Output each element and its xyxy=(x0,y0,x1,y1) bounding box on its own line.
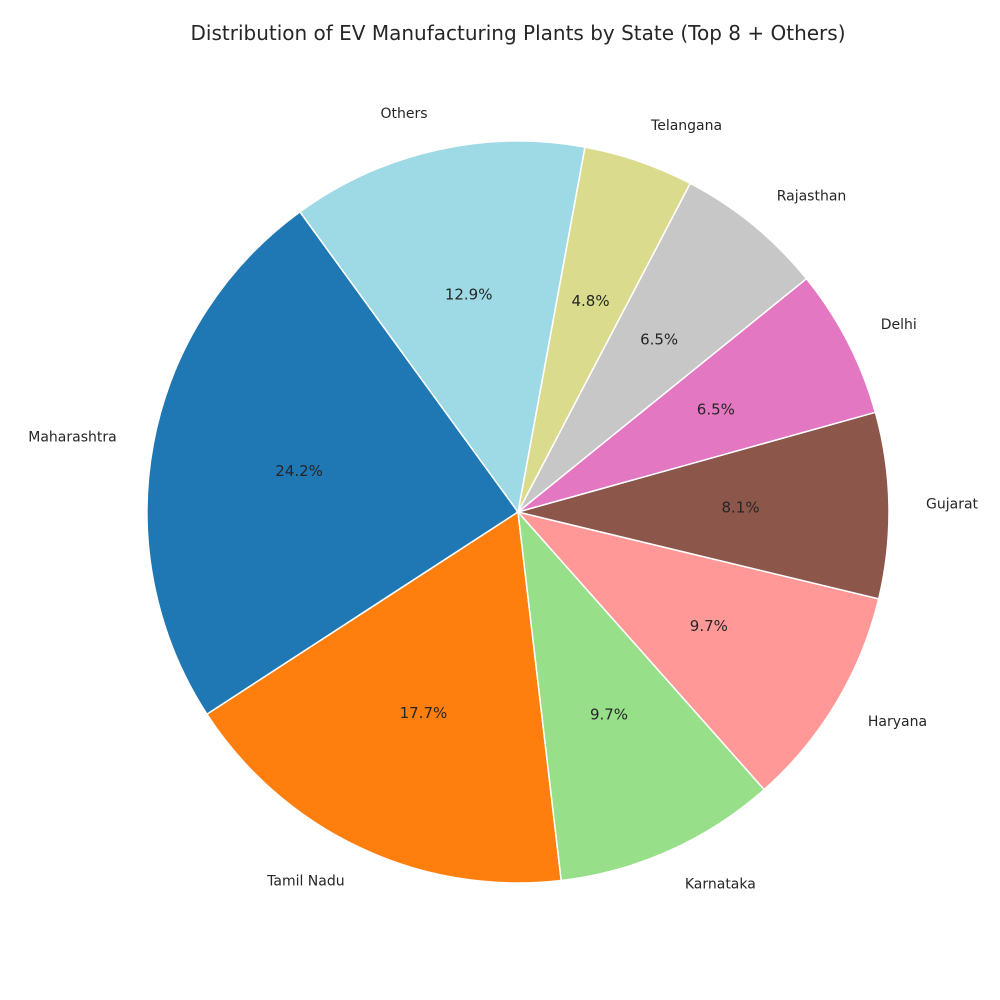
slice-label-rajasthan: Rajasthan xyxy=(777,188,847,204)
slice-percent-karnataka: 9.7% xyxy=(590,706,628,724)
slice-percent-delhi: 6.5% xyxy=(697,400,735,418)
pie-slice-tamil-nadu xyxy=(205,510,563,884)
slice-label-maharashtra: Maharashtra xyxy=(28,430,116,446)
slice-label-tamil-nadu: Tamil Nadu xyxy=(266,873,345,889)
pie-slice-gujarat xyxy=(515,411,890,600)
slice-percent-haryana: 9.7% xyxy=(690,617,728,635)
slice-percent-rajasthan: 6.5% xyxy=(640,330,678,348)
slice-label-delhi: Delhi xyxy=(881,317,917,333)
pie-slice-maharashtra xyxy=(146,210,520,716)
slice-percent-tamil-nadu: 17.7% xyxy=(400,704,448,722)
slice-percent-gujarat: 8.1% xyxy=(722,499,760,517)
slice-label-telangana: Telangana xyxy=(650,118,722,134)
pie-slice-others xyxy=(298,140,586,514)
slice-percent-telangana: 4.8% xyxy=(572,292,610,310)
slice-percent-others: 12.9% xyxy=(445,285,493,303)
pie-slice-delhi xyxy=(517,277,877,513)
pie-labels: Maharashtra 24.2% Tamil Nadu 17.7% Karnataka… xyxy=(28,106,978,892)
pie-slice-haryana xyxy=(515,510,880,791)
slice-label-gujarat: Gujarat xyxy=(926,497,979,513)
chart-title: Distribution of EV Manufacturing Plants … xyxy=(191,21,846,45)
pie-slice-karnataka xyxy=(516,509,766,882)
slice-percent-maharashtra: 24.2% xyxy=(275,462,323,480)
slice-label-others: Others xyxy=(381,106,428,122)
pie-slice-rajasthan xyxy=(517,182,808,513)
pie-slices xyxy=(146,140,890,884)
slice-label-haryana: Haryana xyxy=(868,714,927,730)
slice-label-karnataka: Karnataka xyxy=(685,876,756,892)
